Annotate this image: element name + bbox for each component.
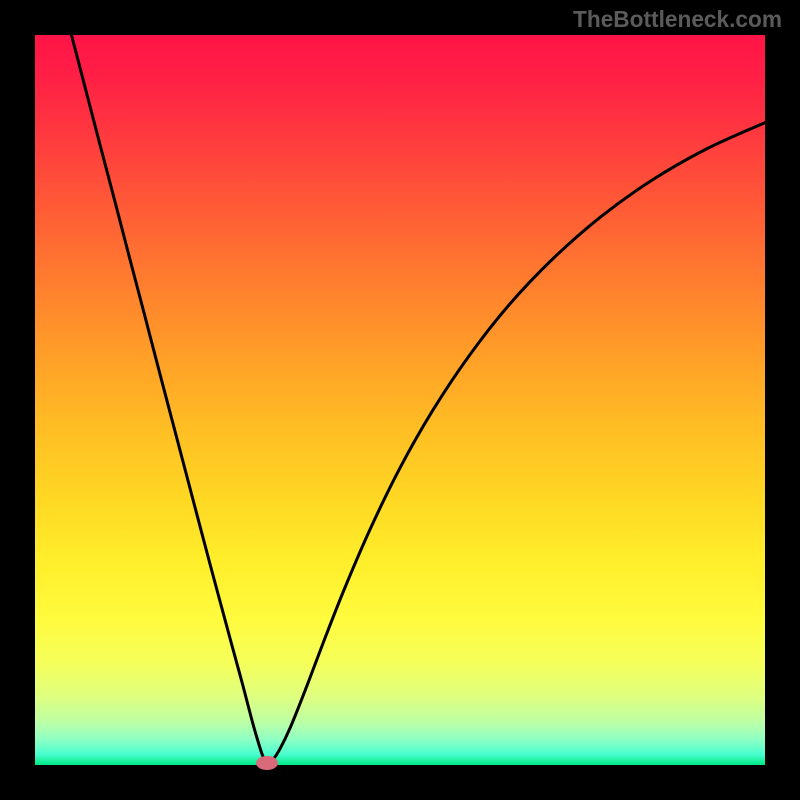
minimum-marker xyxy=(256,756,278,770)
watermark-text: TheBottleneck.com xyxy=(573,6,782,33)
bottleneck-curve xyxy=(72,35,766,765)
curve-svg xyxy=(35,35,765,765)
plot-area xyxy=(35,35,765,765)
